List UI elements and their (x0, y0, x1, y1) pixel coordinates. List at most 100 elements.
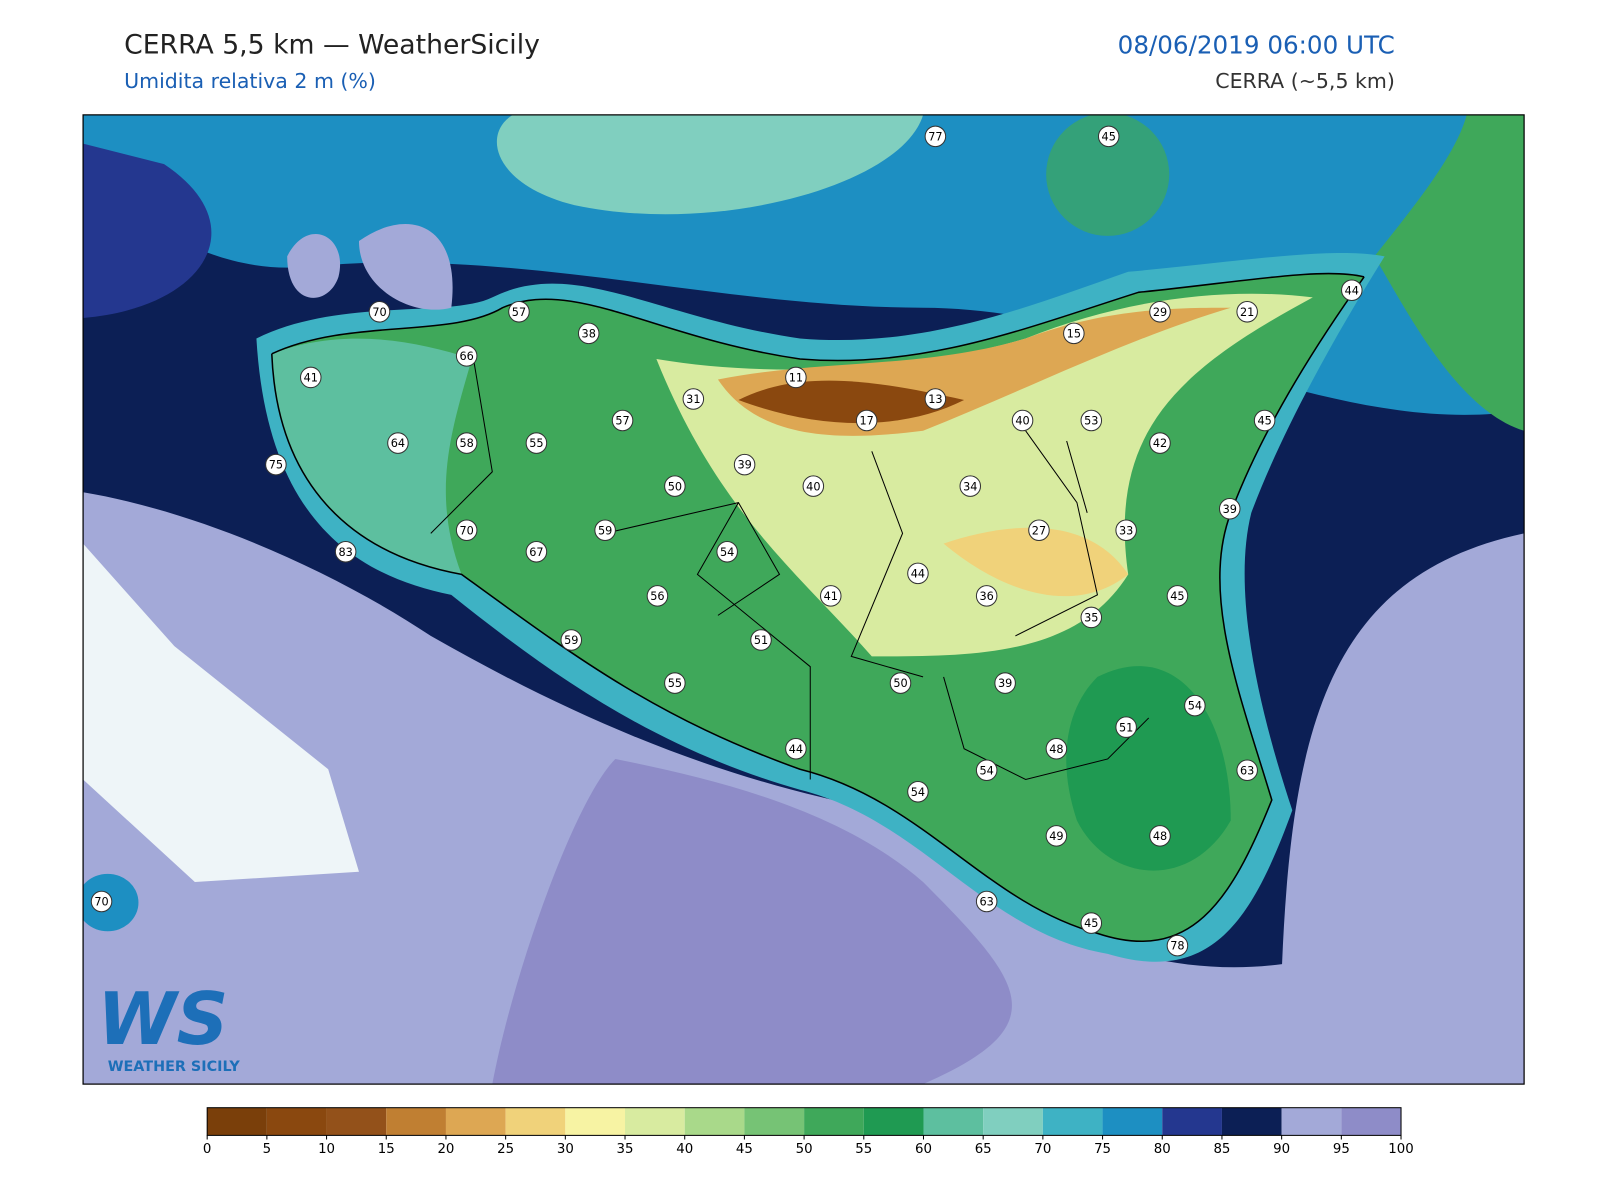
station-value: 77 (928, 131, 942, 144)
colorbar-segment (505, 1107, 566, 1136)
station-marker (907, 781, 929, 803)
sea-band (496, 114, 924, 215)
station-value: 48 (1153, 830, 1167, 843)
colorbar-tick-label: 0 (203, 1142, 211, 1157)
colorbar-tick-label: 10 (318, 1142, 335, 1157)
station-value: 63 (979, 896, 993, 909)
colorbar-tick-label: 45 (736, 1142, 753, 1157)
station-marker (646, 585, 669, 607)
model: CERRA (~5,5 km) (1215, 69, 1395, 93)
station-marker (508, 301, 530, 323)
station-marker (733, 453, 756, 476)
station-value: 45 (1257, 415, 1271, 428)
station-marker (785, 366, 807, 389)
station-marker (959, 475, 982, 497)
colorbar-segment (804, 1107, 864, 1136)
station-value: 57 (512, 306, 526, 319)
station-marker (265, 453, 287, 476)
station-value: 21 (1240, 306, 1254, 319)
station-marker (785, 737, 807, 760)
station-value: 59 (564, 634, 578, 647)
station-marker (994, 672, 1016, 694)
station-marker (1166, 934, 1189, 957)
colorbar-tick-label: 30 (557, 1142, 574, 1157)
station-marker (525, 541, 548, 563)
station-marker (1080, 912, 1103, 934)
station-marker (1166, 585, 1189, 607)
station-value: 48 (1049, 743, 1063, 756)
colorbar: 0 5 10 15 20 25 30 35 40 45 50 55 60 65 70 75 80 85 90 95 10… (203, 1107, 1414, 1157)
colorbar-segment (266, 1107, 327, 1136)
station-value: 36 (979, 590, 993, 603)
colorbar-segment (1221, 1107, 1282, 1136)
station-marker (1045, 825, 1068, 847)
station-marker (924, 388, 947, 410)
station-marker (664, 475, 686, 497)
colorbar-tick-label: 60 (915, 1142, 932, 1157)
colorbar-segment (863, 1107, 924, 1136)
dry-area (83, 543, 359, 883)
colorbar-segment (1042, 1107, 1103, 1136)
station-value: 27 (1032, 524, 1046, 537)
station-marker (594, 519, 616, 542)
station-marker (716, 541, 738, 563)
station-value: 41 (824, 590, 838, 603)
station-value: 83 (338, 546, 352, 559)
station-marker (1236, 759, 1258, 782)
station-marker (299, 366, 322, 389)
station-value: 45 (1084, 917, 1098, 930)
station-marker (1063, 322, 1085, 345)
colorbar-segment (1341, 1107, 1402, 1136)
station-value: 51 (754, 634, 768, 647)
colorbar-segment (625, 1107, 685, 1136)
station-marker (1149, 432, 1171, 454)
colorbar-segment (386, 1107, 446, 1136)
station-marker (577, 322, 600, 345)
colorbar-segment (983, 1107, 1043, 1136)
station-value: 75 (269, 459, 283, 472)
colorbar-tick-label: 85 (1213, 1142, 1230, 1157)
station-value: 17 (859, 415, 873, 428)
station-value: 34 (963, 480, 977, 493)
station-value: 58 (459, 437, 473, 450)
station-value: 13 (928, 393, 942, 406)
colorbar-tick-label: 70 (1034, 1142, 1051, 1157)
map: 77 45 70 57 38 66 41 29 21 44 15 11 31 13 17 40 53 45 57 64… (83, 114, 1525, 1085)
colorbar-tick-label: 75 (1094, 1142, 1111, 1157)
station-value: 44 (789, 743, 803, 756)
station-value: 70 (459, 524, 473, 537)
station-value: 66 (459, 350, 473, 363)
station-marker (975, 585, 998, 607)
station-value: 59 (598, 524, 612, 537)
station-value: 11 (789, 372, 803, 385)
colorbar-segment (1281, 1107, 1342, 1136)
station-value: 33 (1119, 524, 1133, 537)
colorbar-segment (923, 1107, 984, 1136)
station-marker (1115, 519, 1137, 542)
calabria (1374, 114, 1525, 431)
station-marker (975, 759, 998, 782)
station-marker (560, 629, 583, 651)
station-marker (1253, 409, 1276, 432)
station-marker (611, 409, 634, 432)
colorbar-segment (207, 1107, 267, 1136)
colorbar-tick-label: 50 (796, 1142, 813, 1157)
station-marker (664, 672, 686, 694)
station-value: 56 (650, 590, 664, 603)
station-value: 55 (668, 677, 682, 690)
station-value: 55 (529, 437, 543, 450)
station-marker (975, 890, 998, 913)
station-value: 44 (1345, 284, 1359, 297)
station-marker (1115, 716, 1137, 738)
station-value: 39 (737, 459, 751, 472)
station-marker (907, 562, 929, 585)
station-value: 45 (1170, 590, 1184, 603)
station-marker (820, 585, 842, 607)
logo-mark: WS (97, 977, 228, 1061)
station-marker (889, 672, 912, 694)
colorbar-segment (744, 1107, 805, 1136)
station-value: 63 (1240, 764, 1254, 777)
station-value: 15 (1067, 327, 1081, 340)
colorbar-segment (326, 1107, 387, 1136)
